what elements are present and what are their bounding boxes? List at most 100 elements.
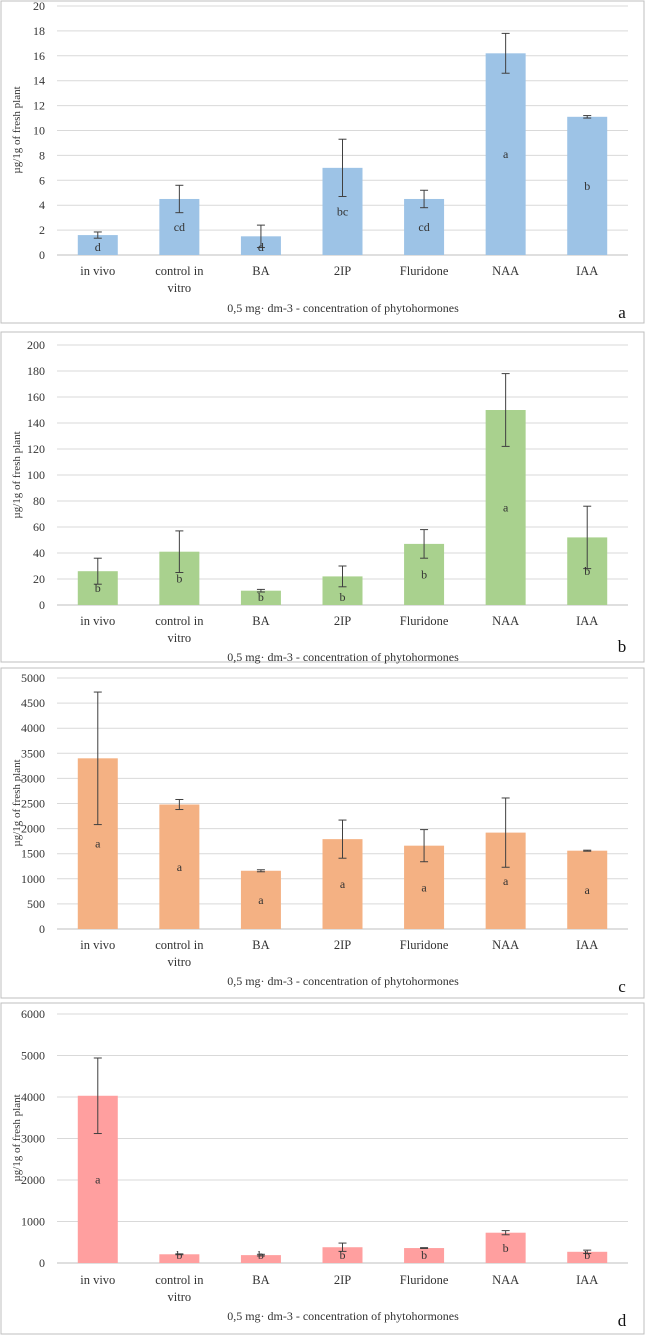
significance-label: cd bbox=[174, 220, 185, 234]
y-tick-label: 4500 bbox=[21, 696, 45, 710]
panel-frame bbox=[0, 1002, 645, 1335]
significance-label: d bbox=[95, 240, 101, 254]
x-tick-label: control in bbox=[155, 938, 204, 952]
x-tick-label: in vivo bbox=[80, 1273, 115, 1287]
significance-label: a bbox=[585, 883, 591, 897]
bar bbox=[485, 1232, 526, 1263]
bar bbox=[240, 1255, 281, 1263]
y-axis-label: µg/1g of fresh plant bbox=[11, 1094, 23, 1181]
y-tick-label: 60 bbox=[33, 520, 45, 534]
x-tick-label: in vivo bbox=[80, 614, 115, 628]
significance-label: a bbox=[340, 877, 346, 891]
significance-label: a bbox=[503, 874, 509, 888]
significance-label: b bbox=[258, 1248, 264, 1262]
y-tick-label: 5000 bbox=[21, 1049, 45, 1063]
y-tick-label: 3500 bbox=[21, 746, 45, 760]
significance-label: a bbox=[95, 837, 101, 851]
x-tick-label: control in bbox=[155, 1273, 204, 1287]
x-tick-label: NAA bbox=[492, 264, 519, 278]
significance-label: b bbox=[340, 1248, 346, 1262]
x-tick-label: IAA bbox=[576, 1273, 598, 1287]
x-tick-label: 2IP bbox=[334, 264, 351, 278]
y-tick-label: 2 bbox=[39, 223, 45, 237]
significance-label: b bbox=[176, 571, 182, 585]
y-axis-label: µg/1g of fresh plant bbox=[11, 759, 23, 846]
y-tick-label: 0 bbox=[39, 598, 45, 612]
y-tick-label: 120 bbox=[27, 442, 45, 456]
y-tick-label: 6 bbox=[39, 173, 45, 187]
significance-label: b bbox=[584, 179, 590, 193]
x-tick-label: 2IP bbox=[334, 614, 351, 628]
significance-label: a bbox=[503, 147, 509, 161]
bar bbox=[404, 198, 445, 255]
x-tick-label: 2IP bbox=[334, 1273, 351, 1287]
x-tick-label: BA bbox=[252, 264, 269, 278]
y-tick-label: 160 bbox=[27, 390, 45, 404]
panel-frame bbox=[0, 331, 645, 663]
y-tick-label: 3000 bbox=[21, 1132, 45, 1146]
bar bbox=[240, 590, 281, 605]
x-tick-label: control in bbox=[155, 264, 204, 278]
x-tick-label: IAA bbox=[576, 614, 598, 628]
significance-label: b bbox=[503, 1241, 509, 1255]
y-tick-label: 0 bbox=[39, 248, 45, 262]
y-tick-label: 1000 bbox=[21, 872, 45, 886]
y-tick-label: 40 bbox=[33, 546, 45, 560]
y-tick-label: 18 bbox=[33, 24, 45, 38]
significance-label: bc bbox=[337, 204, 348, 218]
y-tick-label: 100 bbox=[27, 468, 45, 482]
significance-label: a bbox=[258, 893, 264, 907]
y-tick-label: 0 bbox=[39, 1256, 45, 1270]
y-tick-label: 6000 bbox=[21, 1007, 45, 1021]
bar bbox=[322, 1247, 363, 1263]
chart-panel-a: 0 2 4 6 8 10 12 14 16 18 20 µg/1g of fresh plant d in… bbox=[0, 0, 645, 324]
y-tick-label: 1500 bbox=[21, 847, 45, 861]
x-tick-label: BA bbox=[252, 938, 269, 952]
y-tick-label: 20 bbox=[33, 0, 45, 13]
bar bbox=[404, 1248, 445, 1263]
y-tick-label: 4 bbox=[39, 198, 45, 212]
panel-frame bbox=[0, 667, 645, 999]
y-tick-label: 500 bbox=[27, 897, 45, 911]
bar bbox=[240, 870, 281, 929]
y-tick-label: 20 bbox=[33, 572, 45, 586]
x-tick-label-cont: vitro bbox=[168, 281, 192, 295]
x-tick-label: in vivo bbox=[80, 264, 115, 278]
panel-letter: a bbox=[618, 303, 626, 322]
chart-panel-c: 0 500 1000 1500 2000 2500 3000 3500 4000 4500 5000… bbox=[0, 667, 645, 999]
significance-label: a bbox=[503, 501, 509, 515]
bar bbox=[567, 116, 608, 256]
x-tick-label: BA bbox=[252, 614, 269, 628]
y-tick-label: 14 bbox=[33, 74, 45, 88]
x-tick-label: in vivo bbox=[80, 938, 115, 952]
significance-label: a bbox=[95, 1172, 101, 1186]
y-tick-label: 8 bbox=[39, 148, 45, 162]
x-tick-label: Fluridone bbox=[400, 614, 449, 628]
significance-label: a bbox=[177, 860, 183, 874]
x-tick-label: BA bbox=[252, 1273, 269, 1287]
y-tick-label: 180 bbox=[27, 364, 45, 378]
y-tick-label: 200 bbox=[27, 338, 45, 352]
bar bbox=[485, 53, 526, 256]
y-tick-label: 140 bbox=[27, 416, 45, 430]
significance-label: b bbox=[584, 1248, 590, 1262]
chart-panel-d: 0 1000 2000 3000 4000 5000 6000 µg/1g of fresh … bbox=[0, 1002, 645, 1335]
x-tick-label: NAA bbox=[492, 614, 519, 628]
x-tick-label: Fluridone bbox=[400, 938, 449, 952]
significance-label: d bbox=[258, 240, 264, 254]
x-tick-label-cont: vitro bbox=[168, 1290, 192, 1304]
x-tick-label-cont: vitro bbox=[168, 631, 192, 645]
panel-letter: c bbox=[618, 977, 626, 996]
x-tick-label-cont: vitro bbox=[168, 955, 192, 969]
y-axis-label: µg/1g of fresh plant bbox=[11, 431, 23, 518]
y-tick-label: 12 bbox=[33, 99, 45, 113]
y-tick-label: 4000 bbox=[21, 721, 45, 735]
significance-label: b bbox=[421, 567, 427, 581]
y-tick-label: 80 bbox=[33, 494, 45, 508]
y-tick-label: 16 bbox=[33, 49, 45, 63]
x-tick-label: Fluridone bbox=[400, 1273, 449, 1287]
significance-label: b bbox=[584, 564, 590, 578]
significance-label: b bbox=[95, 581, 101, 595]
x-axis-title: 0,5 mg· dm-3 - concentration of phytohor… bbox=[227, 650, 459, 664]
